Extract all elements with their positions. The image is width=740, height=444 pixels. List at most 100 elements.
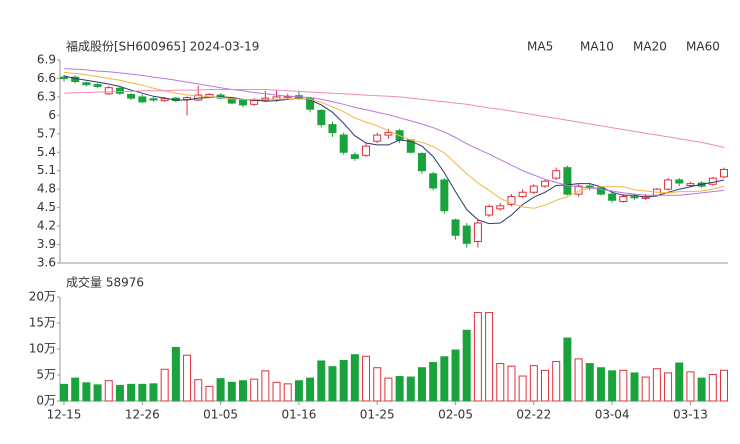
- volume-bar: [60, 383, 68, 402]
- volume-bar: [485, 312, 494, 402]
- legend-entry: MA5: [527, 40, 553, 54]
- candle-body: [462, 225, 471, 244]
- legend-entry: MA10: [580, 40, 614, 54]
- volume-bar: [552, 360, 561, 402]
- x-tick-label: 03-04: [595, 408, 630, 422]
- volume-bar: [697, 377, 706, 402]
- volume-bar: [708, 373, 717, 402]
- y-tick-label: 5万: [36, 368, 56, 382]
- candle-body: [339, 134, 348, 153]
- candle-body: [585, 185, 594, 188]
- candle-body: [518, 191, 527, 198]
- y-tick-label: 20万: [29, 290, 56, 304]
- candle-body: [250, 100, 259, 105]
- candle-body: [664, 179, 673, 190]
- ma-line: [63, 71, 725, 209]
- y-tick-label: 6.6: [37, 71, 56, 85]
- y-tick-label: 10万: [29, 342, 56, 356]
- y-tick-label: 3.9: [37, 237, 56, 251]
- candle-body: [149, 98, 158, 101]
- volume-bar: [127, 383, 136, 402]
- candle-body: [183, 97, 192, 100]
- volume-bar: [71, 377, 80, 402]
- candle-body: [563, 167, 572, 195]
- volume-bar: [406, 376, 415, 402]
- ma-line: [63, 75, 725, 225]
- volume-bar: [451, 349, 460, 402]
- volume-title: 成交量 58976: [66, 275, 144, 290]
- candle-body: [306, 97, 315, 110]
- volume-bar: [339, 359, 348, 402]
- volume-bar: [720, 369, 728, 402]
- volume-bar: [283, 383, 292, 402]
- candle-body: [82, 82, 91, 86]
- y-tick-label: 4.5: [37, 200, 56, 214]
- candle-body: [473, 222, 482, 242]
- volume-bar: [641, 376, 650, 402]
- candle-body: [160, 98, 169, 102]
- candle-body: [675, 179, 684, 184]
- y-tick-label: 4.8: [37, 182, 56, 196]
- volume-bar: [473, 312, 482, 402]
- x-tick-label: 12-15: [47, 408, 82, 422]
- x-tick-label: 03-13: [673, 408, 708, 422]
- volume-bar: [194, 379, 203, 402]
- volume-bar: [462, 329, 471, 402]
- volume-bar: [686, 371, 695, 402]
- volume-bar: [149, 383, 158, 402]
- volume-bar: [574, 358, 583, 402]
- candle-body: [115, 87, 124, 94]
- volume-bar: [362, 355, 371, 402]
- volume-bar: [429, 362, 438, 402]
- volume-bar: [138, 383, 147, 402]
- y-tick-label: 15万: [29, 316, 56, 330]
- volume-bar: [541, 369, 550, 402]
- candle-body: [93, 84, 102, 87]
- volume-bar: [317, 360, 326, 402]
- volume-bar: [373, 367, 382, 402]
- volume-bar: [294, 380, 303, 402]
- volume-bar: [417, 367, 426, 402]
- x-tick-label: 02-05: [438, 408, 473, 422]
- volume-bar: [529, 365, 538, 402]
- volume-bar: [238, 380, 247, 402]
- volume-bar: [652, 368, 661, 402]
- candle-body: [138, 96, 147, 103]
- volume-bar: [93, 384, 102, 402]
- volume-bar: [171, 346, 180, 402]
- candle-body: [619, 196, 628, 202]
- candle-body: [328, 124, 337, 134]
- volume-bar: [82, 382, 91, 402]
- y-tick-label: 5.4: [37, 145, 56, 159]
- candle-body: [630, 196, 639, 199]
- volume-bar: [608, 370, 617, 402]
- y-tick-label: 3.6: [37, 256, 56, 270]
- volume-bar: [328, 366, 337, 402]
- candle-body: [373, 134, 382, 142]
- volume-bar: [440, 356, 449, 402]
- candle-body: [384, 132, 393, 136]
- volume-bar: [675, 362, 684, 402]
- legend-entry: MA60: [686, 40, 720, 54]
- volume-bar: [384, 377, 393, 402]
- volume-bar: [395, 376, 404, 402]
- volume-bar: [619, 369, 628, 402]
- volume-bar: [630, 372, 639, 402]
- candle-body: [608, 193, 617, 201]
- x-tick-label: 01-16: [281, 408, 316, 422]
- y-tick-label: 6.3: [37, 89, 56, 103]
- volume-bar: [507, 365, 516, 402]
- candle-body: [596, 187, 605, 195]
- candle-body: [686, 183, 695, 186]
- candle-body: [317, 109, 326, 126]
- x-tick-label: 01-25: [360, 408, 395, 422]
- x-tick-label: 01-05: [203, 408, 238, 422]
- volume-bar: [250, 378, 259, 402]
- candle-body: [552, 170, 561, 179]
- y-tick-label: 5.1: [37, 163, 56, 177]
- volume-bar: [205, 385, 214, 402]
- candle-body: [417, 153, 426, 172]
- volume-bar: [272, 381, 281, 402]
- volume-bar: [596, 367, 605, 402]
